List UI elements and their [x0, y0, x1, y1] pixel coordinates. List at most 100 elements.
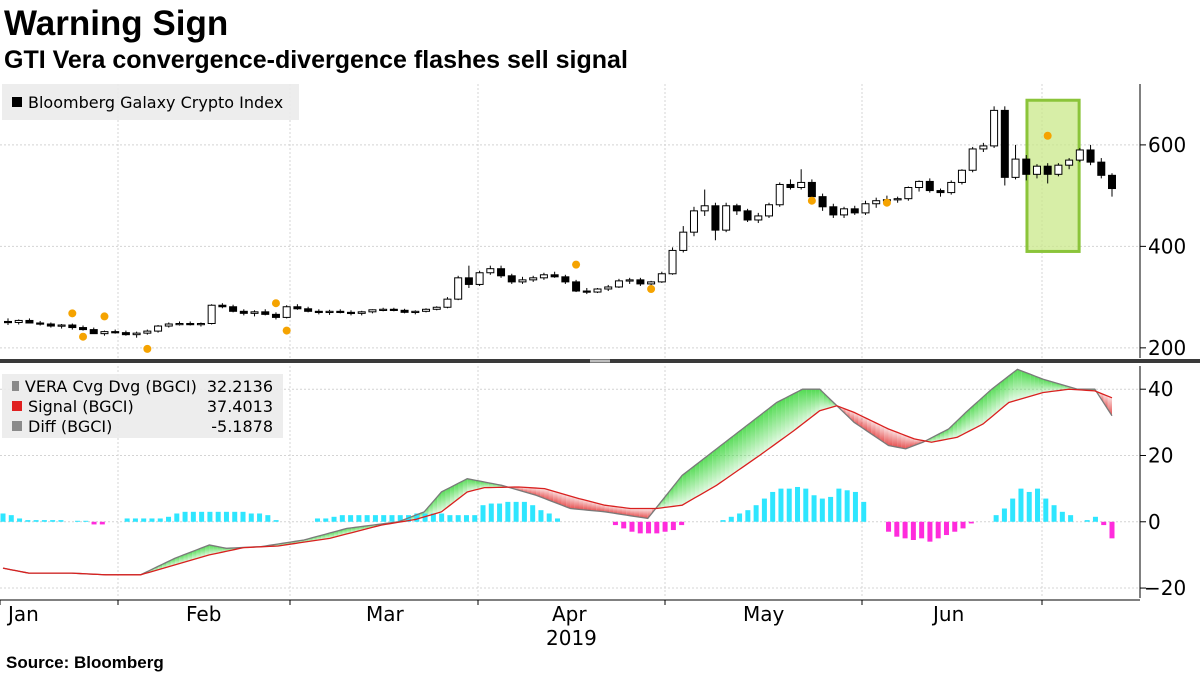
legend-row-diff: Diff (BGCI) -5.1878: [2, 416, 283, 436]
candle: [904, 186, 913, 201]
divergence-segment: [664, 491, 670, 508]
candle: [614, 278, 623, 288]
divergence-segment: [965, 408, 971, 433]
candle-body: [754, 215, 763, 221]
candle-body: [582, 290, 591, 293]
candle: [346, 310, 355, 316]
divergence-segment: [600, 504, 605, 512]
diff-bar: [943, 521, 949, 536]
divergence-segment: [884, 426, 889, 446]
candle-body: [507, 275, 516, 283]
diff-bar: [91, 521, 97, 525]
candle-body: [904, 187, 913, 200]
candle-body: [143, 330, 152, 334]
candle: [529, 275, 538, 282]
divergence-segment: [871, 420, 876, 437]
divergence-segment: [647, 508, 653, 519]
diff-bar: [770, 491, 776, 522]
divergence-segment: [1000, 379, 1005, 410]
candle: [282, 305, 291, 319]
diff-bar: [8, 515, 14, 522]
candle: [36, 320, 45, 326]
divergence-segment: [566, 494, 571, 509]
divergence-segment: [634, 508, 640, 518]
divergence-segment: [802, 389, 807, 424]
divergence-segment: [901, 433, 906, 449]
divergence-segment: [183, 553, 188, 563]
diff-bar: [430, 513, 436, 522]
diff-bar: [828, 496, 834, 522]
candle: [175, 321, 184, 326]
divergence-segment: [428, 501, 433, 516]
candle-body: [325, 310, 334, 314]
divergence-segment: [974, 400, 979, 429]
candle: [4, 318, 12, 326]
sell-signal-highlight: [1025, 98, 1081, 253]
candle-body: [1022, 158, 1031, 175]
diff-bar: [952, 521, 958, 532]
diff-bar: [886, 521, 892, 532]
indicator-lines: [2, 368, 1113, 576]
divergence-segment: [1026, 372, 1031, 398]
candle: [57, 324, 66, 329]
candle-body: [497, 268, 506, 277]
divergence-segment: [1056, 382, 1061, 391]
divergence-segment: [570, 496, 575, 509]
candle: [1032, 164, 1041, 179]
candle: [475, 270, 484, 286]
candle: [786, 179, 795, 190]
candle: [196, 322, 205, 327]
axes: [0, 84, 1200, 605]
candle-body: [797, 181, 806, 189]
candle-body: [700, 205, 709, 212]
diff-bar: [894, 521, 900, 537]
candle-body: [229, 306, 238, 312]
candle-body: [4, 320, 12, 324]
candle: [657, 271, 666, 283]
diff-bar: [513, 501, 519, 522]
diff-bar: [753, 505, 759, 522]
divergence-segment: [845, 409, 850, 419]
candle-body: [89, 329, 98, 335]
candle-body: [829, 206, 838, 216]
divergence-segment: [970, 404, 975, 431]
candle: [154, 325, 163, 333]
divergence-segment: [333, 530, 339, 538]
diff-bar: [223, 511, 229, 522]
candle-body: [1097, 161, 1106, 176]
divergence-segment: [531, 487, 537, 496]
highlight-box: [1025, 98, 1081, 253]
candle-body: [657, 273, 666, 283]
diff-bar: [381, 515, 387, 522]
diff-bar: [637, 521, 643, 534]
candle: [668, 247, 677, 275]
diff-bar: [844, 490, 850, 522]
divergence-segment: [179, 554, 184, 564]
candle: [604, 284, 613, 292]
diff-bar: [265, 515, 271, 522]
candle-body: [1054, 164, 1063, 175]
candle-body: [443, 298, 452, 308]
diff-bar: [1092, 516, 1098, 522]
candle-body: [293, 306, 302, 310]
diff-bar: [1010, 498, 1016, 522]
candle: [700, 189, 709, 216]
diff-bar: [654, 521, 660, 534]
divergence-segment: [746, 422, 751, 465]
diff-bar: [447, 515, 453, 522]
diff-bar: [662, 521, 668, 532]
candle: [1108, 173, 1116, 197]
diff-bar: [348, 515, 354, 522]
candle-body: [840, 208, 849, 216]
divergence-segment: [695, 462, 700, 498]
candle-body: [121, 332, 130, 336]
candle: [561, 274, 570, 284]
divergence-segment: [1038, 377, 1044, 394]
divergence-segment: [475, 480, 481, 490]
diff-bar: [679, 521, 685, 526]
candle-body: [668, 249, 677, 275]
candle-body: [818, 196, 827, 208]
candle: [314, 309, 323, 315]
divergence-segment: [866, 418, 872, 434]
indicator-legend: VERA Cvg Dvg (BGCI) 32.2136 Signal (BGCI…: [2, 374, 283, 438]
